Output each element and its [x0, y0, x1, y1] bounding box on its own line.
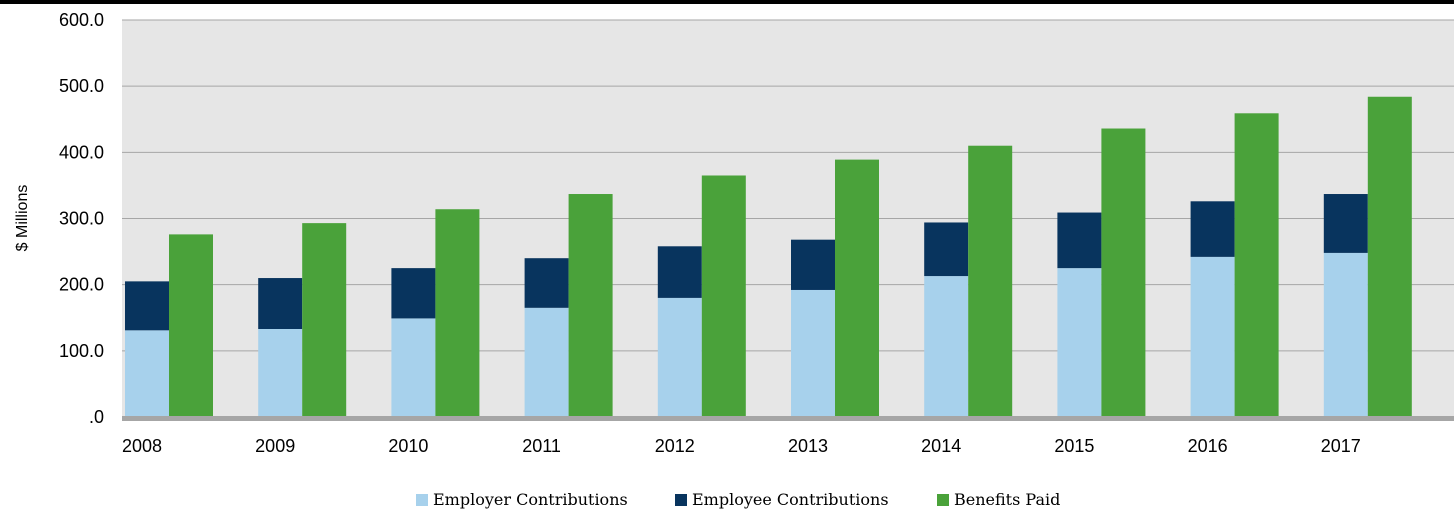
bar-employer-contributions-2013 — [791, 289, 835, 417]
bar-employee-contributions-2015 — [1057, 212, 1102, 269]
x-axis-baseline — [122, 416, 1454, 421]
legend-swatch — [675, 494, 687, 506]
x-tick-label: 2015 — [1054, 436, 1094, 456]
bar-employer-contributions-2009 — [258, 328, 303, 417]
bar-benefits-paid-2014 — [968, 145, 1013, 417]
x-tick-label: 2011 — [522, 436, 561, 456]
x-tick-label: 2010 — [388, 436, 428, 456]
bar-employer-contributions-2012 — [657, 297, 702, 417]
bar-employer-contributions-2008 — [125, 330, 169, 417]
bar-employer-contributions-2014 — [924, 276, 969, 417]
bar-employee-contributions-2009 — [258, 278, 303, 329]
y-tick-label: 600.0 — [59, 10, 104, 30]
bar-employee-contributions-2014 — [924, 222, 969, 277]
bar-employee-contributions-2017 — [1323, 194, 1368, 253]
legend-label: Employee Contributions — [692, 490, 889, 509]
bars — [125, 96, 1412, 418]
x-tick-label: 2017 — [1321, 436, 1361, 456]
bar-benefits-paid-2015 — [1101, 128, 1146, 417]
bar-benefits-paid-2009 — [302, 223, 347, 417]
x-axis-ticks: 2008 2009 2010 2011 2012 2013 2014 2015 2016 2017 — [122, 436, 1361, 456]
bar-benefits-paid-2010 — [435, 209, 480, 417]
bar-benefits-paid-2013 — [835, 159, 879, 417]
bar-employer-contributions-2015 — [1057, 268, 1102, 417]
legend-label: Employer Contributions — [433, 490, 628, 509]
y-tick-label: 300.0 — [59, 209, 104, 229]
top-rule — [0, 0, 1454, 4]
legend: Employer Contributions Employee Contribut… — [416, 490, 1060, 509]
legend-swatch — [937, 494, 949, 506]
bar-benefits-paid-2016 — [1234, 113, 1279, 418]
y-tick-label: 400.0 — [59, 142, 104, 162]
bar-employee-contributions-2011 — [524, 258, 569, 308]
x-tick-label: 2016 — [1188, 436, 1228, 456]
y-tick-label: 100.0 — [59, 341, 104, 361]
baseline-bar — [122, 416, 1454, 421]
bar-employee-contributions-2012 — [657, 246, 702, 298]
x-tick-label: 2012 — [655, 436, 695, 456]
bar-employee-contributions-2010 — [391, 268, 436, 319]
x-tick-label: 2013 — [788, 436, 828, 456]
x-tick-label: 2014 — [921, 436, 961, 456]
y-tick-label: 500.0 — [59, 76, 104, 96]
bar-employee-contributions-2008 — [125, 281, 169, 331]
y-tick-label: .0 — [89, 407, 104, 427]
legend-label: Benefits Paid — [954, 490, 1060, 509]
bar-benefits-paid-2017 — [1367, 96, 1412, 418]
x-tick-label: 2008 — [122, 436, 162, 456]
bar-employer-contributions-2017 — [1323, 252, 1368, 417]
y-axis-ticks: .0 100.0 200.0 300.0 400.0 500.0 600.0 — [59, 10, 104, 427]
x-tick-label: 2009 — [255, 436, 295, 456]
y-tick-label: 200.0 — [59, 275, 104, 295]
bar-employee-contributions-2013 — [791, 239, 835, 290]
legend-item-benefits-paid: Benefits Paid — [937, 490, 1060, 509]
bar-benefits-paid-2012 — [701, 175, 746, 417]
legend-item-employee-contributions: Employee Contributions — [675, 490, 889, 509]
bar-employer-contributions-2010 — [391, 318, 436, 417]
y-axis-label: $ Millions — [14, 185, 31, 252]
legend-item-employer-contributions: Employer Contributions — [416, 490, 628, 509]
bar-employer-contributions-2011 — [524, 307, 569, 417]
legend-swatch — [416, 494, 428, 506]
bar-benefits-paid-2008 — [169, 234, 213, 417]
bar-employer-contributions-2016 — [1190, 256, 1235, 417]
bar-benefits-paid-2011 — [568, 194, 613, 417]
bar-employee-contributions-2016 — [1190, 201, 1235, 257]
